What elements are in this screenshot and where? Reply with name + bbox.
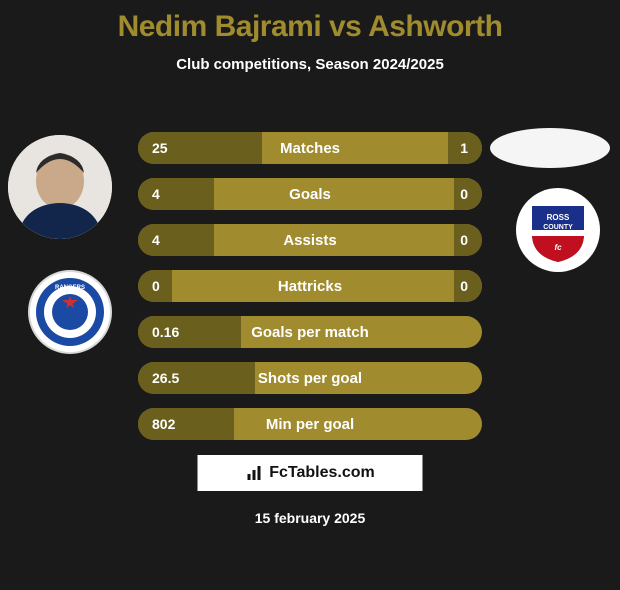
date-label: 15 february 2025 (0, 510, 620, 526)
stat-row: 0Hattricks0 (138, 270, 482, 302)
stat-value-right: 0 (460, 186, 468, 202)
stat-label: Goals per match (138, 324, 482, 341)
watermark: FcTables.com (198, 455, 423, 491)
stat-row: 4Goals0 (138, 178, 482, 210)
svg-text:fc: fc (554, 243, 562, 252)
stat-row: 25Matches1 (138, 132, 482, 164)
stat-row: 4Assists0 (138, 224, 482, 256)
player-left-avatar (8, 135, 112, 239)
svg-text:RANGERS: RANGERS (55, 285, 85, 291)
svg-text:COUNTY: COUNTY (543, 224, 573, 231)
svg-text:ROSS: ROSS (547, 213, 570, 222)
stat-label: Hattricks (138, 278, 482, 295)
club-left-badge: RANGERS (28, 270, 112, 354)
stat-row: 0.16Goals per match (138, 316, 482, 348)
stat-label: Matches (138, 140, 482, 157)
player-right-avatar (490, 128, 610, 168)
stat-value-right: 0 (460, 232, 468, 248)
stat-label: Goals (138, 186, 482, 203)
page-title: Nedim Bajrami vs Ashworth (0, 10, 620, 44)
chart-icon (245, 464, 263, 482)
stat-row: 26.5Shots per goal (138, 362, 482, 394)
stat-row: 802Min per goal (138, 408, 482, 440)
subtitle: Club competitions, Season 2024/2025 (0, 56, 620, 73)
stat-label: Shots per goal (138, 370, 482, 387)
stat-value-right: 0 (460, 278, 468, 294)
stat-value-right: 1 (460, 140, 468, 156)
stats-container: 25Matches14Goals04Assists00Hattricks00.1… (138, 132, 482, 454)
stat-label: Assists (138, 232, 482, 249)
stat-label: Min per goal (138, 416, 482, 433)
club-right-badge: ROSS COUNTY fc (516, 188, 600, 272)
watermark-text: FcTables.com (269, 464, 375, 482)
